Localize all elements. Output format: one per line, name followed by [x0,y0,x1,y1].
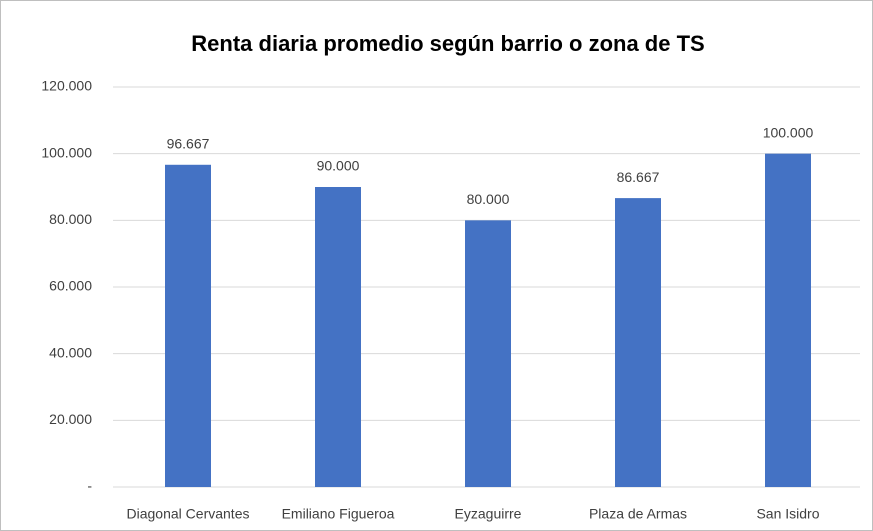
x-tick-label: Eyzaguirre [455,506,522,522]
bar [615,198,661,488]
data-label: 100.000 [763,124,814,140]
data-label: 90.000 [317,158,360,174]
bar [315,187,361,487]
bar [765,153,811,487]
x-tick-label: San Isidro [756,506,819,522]
y-tick-label: - [87,478,92,494]
bar [165,164,211,487]
y-tick-label: 100.000 [41,144,92,160]
x-tick-label: Emiliano Figueroa [282,506,395,522]
x-tick-label: Diagonal Cervantes [127,506,250,522]
y-tick-label: 60.000 [49,278,92,294]
data-label: 80.000 [467,191,510,207]
x-tick-label: Plaza de Armas [589,506,687,522]
data-label: 96.667 [167,135,210,151]
y-tick-label: 80.000 [49,211,92,227]
y-tick-label: 20.000 [49,411,92,427]
y-tick-label: 120.000 [41,78,92,94]
bar [465,220,511,488]
data-label: 86.667 [617,169,660,185]
chart-title: Renta diaria promedio según barrio o zon… [191,31,704,56]
y-tick-label: 40.000 [49,344,92,360]
